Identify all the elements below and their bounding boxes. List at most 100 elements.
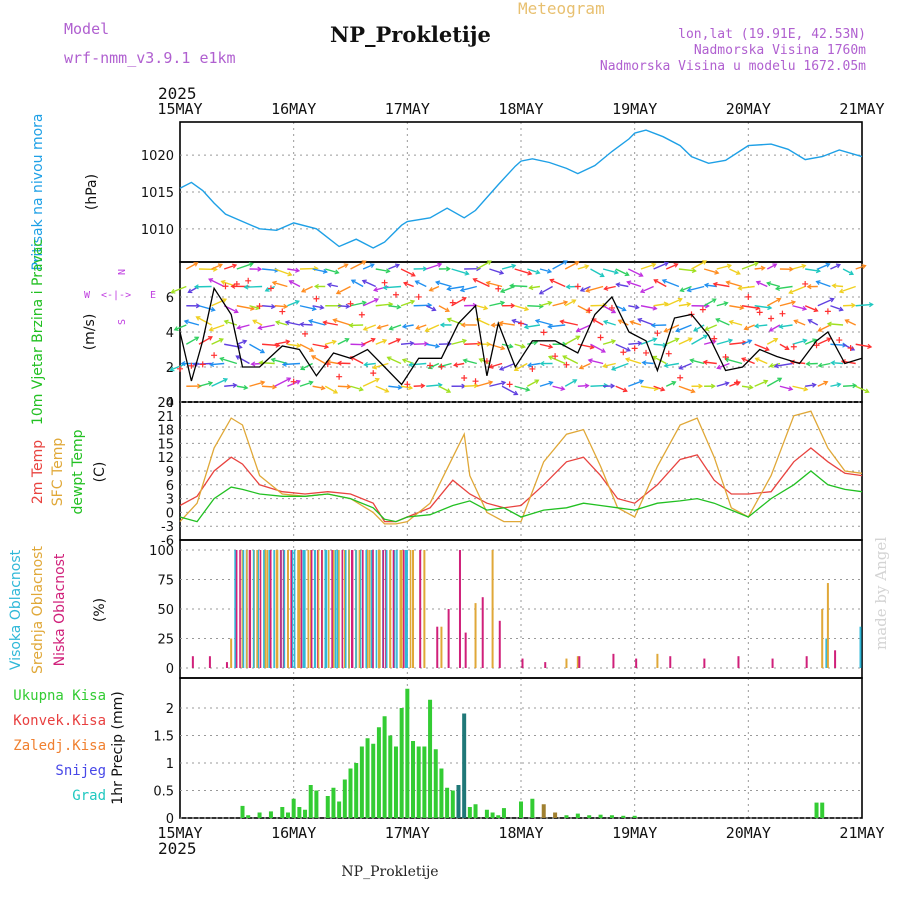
wind-arrow [311,355,326,365]
wind-arrow-head [691,268,697,274]
wind-gust-mark [222,283,229,290]
wind-arrow-head [817,327,823,332]
wind-gust-mark [370,370,377,377]
cloud-high-bar [406,550,408,668]
legend-snijeg: Snijeg [55,763,106,779]
wind-arrow [703,298,717,307]
wind-gust-mark [518,320,524,327]
cloud-low-bar [225,662,228,668]
wind-arrow-head [673,262,679,268]
wind-arrow-head [802,305,808,311]
wind-arrow-head [690,388,696,394]
wind-arrow-head [575,327,581,333]
cloud-mid-bar [246,550,248,668]
cloud-high-bar [263,550,265,668]
wind-arrow [564,379,577,387]
wind-gust-mark [563,361,570,368]
wind-arrow [400,268,416,277]
wind-arrow-head [528,285,534,291]
cloud-high-bar [859,626,862,668]
wind-arrow-head [813,307,819,313]
wind-arrow-head [509,283,515,289]
wind-arrow-head [220,279,226,285]
wind-arrow-head [460,322,466,328]
precip-bar [501,808,506,818]
wind-arrow [501,264,516,270]
cloud-mid-bar [826,583,829,668]
cloud-mid-bar [338,550,340,668]
wind-arrow-head [830,360,836,366]
wind-arrow-head [776,297,782,303]
wind-arrow [548,324,566,328]
wind-arrow [527,341,538,345]
wind-arrow-head [754,357,760,363]
precip-bar [462,713,467,818]
wind-arrow [262,268,279,272]
wind-arrow [299,305,316,310]
wind-arrow-head [637,340,643,346]
wind-arrow-head [445,266,451,272]
wind-arrow [221,280,238,288]
wind-arrow-head [587,358,593,364]
wind-arrow [211,263,223,270]
cloud-mid-bar [286,550,289,668]
wind-arrow-head [547,355,554,361]
wind-gust-mark [665,350,672,357]
wind-arrow [400,342,414,345]
precip-bar [337,801,342,818]
cloud-high-bar [365,550,368,668]
watermark: made by Angel [872,537,890,650]
wind-arrow-head [345,303,351,309]
wind-gust-mark [654,330,661,337]
wind-arrow [640,305,657,310]
wind-gust-mark [506,381,513,388]
precip-bar [268,811,273,818]
wind-arrow [326,360,338,365]
wind-arrow [830,383,841,387]
wind-arrow [210,362,225,366]
wind-arrow [300,323,313,326]
wind-arrow-head [396,304,402,310]
wind-arrow [476,381,493,387]
wind-arrow-head [784,345,790,350]
wind-arrow-head [527,362,533,368]
wind-arrow-head [361,300,367,306]
legend-zaledj: Zaledj.Kisa [13,738,106,754]
wind-arrow [754,343,770,351]
wind-arrow-head [817,362,823,368]
cloud-high-bar [302,550,305,668]
wind-arrow-head [801,263,807,269]
wind-arrow-head [222,377,229,383]
wind-arrow-head [663,301,669,307]
wind-arrow [715,318,730,326]
wind-arrow [580,285,591,292]
wind-gust-mark [392,291,399,298]
wind-arrow [577,384,589,387]
wind-arrow [299,343,314,352]
x-tick-label-bottom: 19MAY [612,824,657,842]
cloud-mid-bar [423,550,426,668]
wind-arrow-head [548,380,554,386]
wind-arrow [524,324,541,329]
wind-arrow-head [309,347,315,352]
wind-gust-mark [336,373,343,380]
pressure-ylabel: Pritisak na nivou mora [30,113,46,270]
wind-gust-mark [461,375,468,382]
wind-arrow [678,303,691,307]
wind-arrow [729,268,741,275]
wind-arrow-head [743,325,749,331]
precip-bar [598,814,603,818]
year-bottom: 2025 [158,839,197,858]
wind-arrow-head [584,383,590,389]
legend-ukupna: Ukupna Kisa [13,688,106,704]
wind-arrow [754,305,772,309]
wind-arrow [529,285,541,289]
x-tick-label-top: 20MAY [726,100,771,118]
wind-arrow-head [431,306,437,312]
precip-bar [371,743,376,818]
wind-gust-mark [768,315,775,322]
wind-arrow-head [243,384,249,391]
wind-arrow-head [650,322,656,328]
temp-ytick-label: 9 [166,465,174,480]
